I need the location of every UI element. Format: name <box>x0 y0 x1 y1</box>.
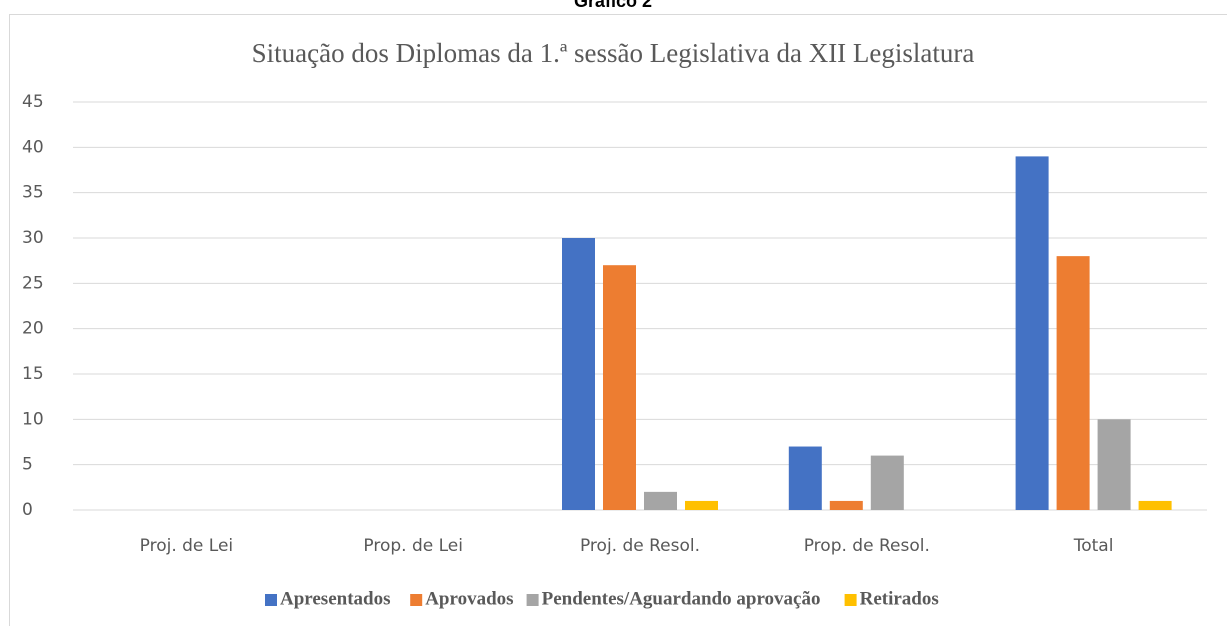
x-tick-label: Prop. de Resol. <box>804 536 930 556</box>
bar <box>685 500 718 510</box>
y-tick-label: 45 <box>22 92 44 112</box>
x-tick-label: Proj. de Resol. <box>580 536 700 556</box>
legend-swatch <box>410 594 423 606</box>
bar <box>870 455 904 510</box>
bar <box>788 446 822 510</box>
bar <box>562 238 595 510</box>
header-bg <box>560 0 670 12</box>
bar <box>1015 156 1049 510</box>
legend-label: Apresentados <box>280 588 391 609</box>
header: Gráfico 2 <box>574 0 652 11</box>
legend-swatch <box>526 594 539 606</box>
legend-label: Aprovados <box>425 588 513 609</box>
y-tick-label: 25 <box>22 273 44 293</box>
bar <box>829 500 863 510</box>
legend-label: Pendentes/Aguardando aprovação <box>542 588 821 609</box>
y-tick-label: 10 <box>22 409 44 429</box>
x-tick-label: Prop. de Lei <box>363 536 463 556</box>
bar <box>644 491 677 510</box>
legend-label: Retirados <box>860 588 939 609</box>
y-tick-label: 30 <box>22 228 44 248</box>
y-tick-label: 20 <box>22 319 44 339</box>
bar <box>603 265 636 510</box>
legend-swatch <box>844 594 857 606</box>
legend-swatch <box>265 594 277 606</box>
y-tick-label: 40 <box>22 137 44 157</box>
bar <box>1056 256 1090 510</box>
bar <box>1097 419 1131 510</box>
bar <box>1138 500 1172 510</box>
x-tick-label: Total <box>1073 536 1114 556</box>
y-tick-label: 15 <box>22 364 44 384</box>
y-tick-label: 0 <box>22 500 33 520</box>
y-tick-label: 35 <box>22 183 44 203</box>
y-tick-label: 5 <box>22 455 33 475</box>
x-tick-label: Proj. de Lei <box>140 536 234 556</box>
chart-title: Situação dos Diplomas da 1.ª sessão Legi… <box>252 38 975 68</box>
